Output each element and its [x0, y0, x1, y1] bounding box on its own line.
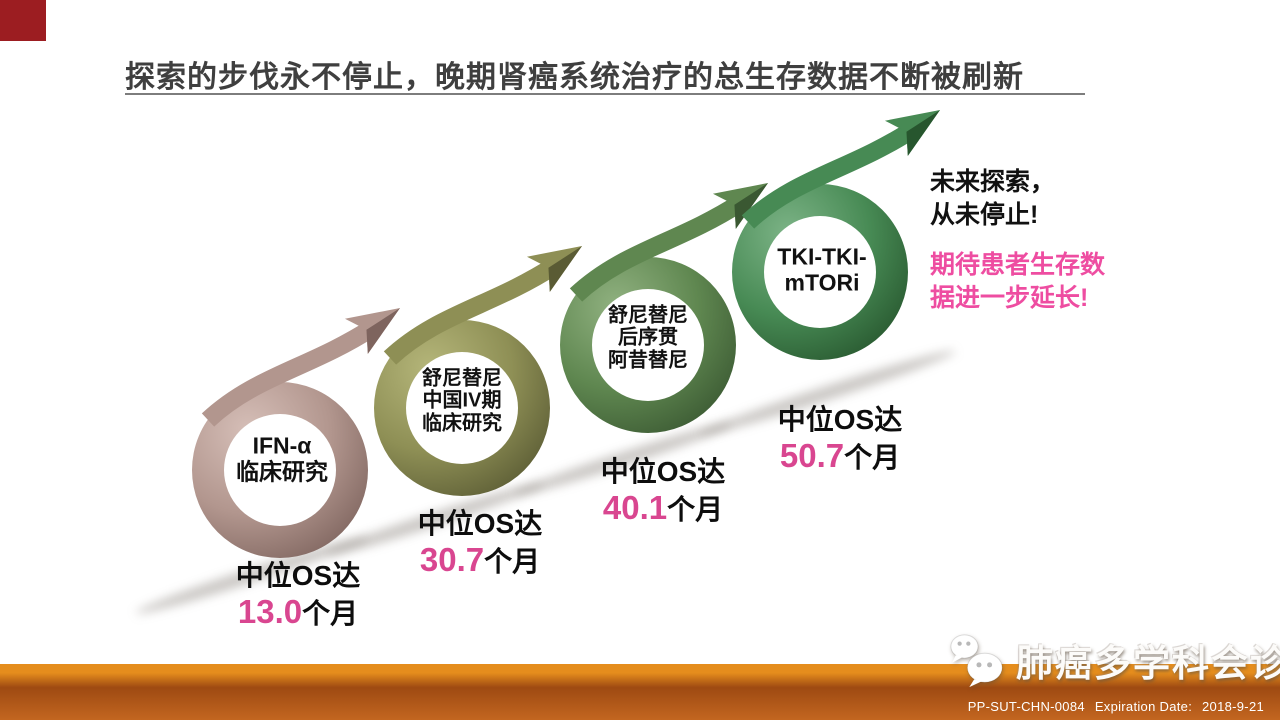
circle-label-line: 舒尼替尼 — [608, 304, 688, 327]
future-note-line: 从未停止! — [930, 201, 1039, 229]
spiral-arrow-icon — [374, 246, 582, 496]
os-value: 30.7 — [419, 541, 485, 579]
os-prefix: 中位OS达 — [600, 456, 726, 487]
circle-label-2: 舒尼替尼 中国IV期 临床研究 — [387, 367, 537, 434]
circle-label-line: mTORi — [784, 269, 860, 295]
os-value: 40.1 — [602, 489, 668, 527]
circle-label-line: 后序贯 — [618, 326, 678, 349]
milestone-spiral-1 — [160, 288, 420, 598]
circle-label-1: IFN-α 临床研究 — [207, 432, 357, 485]
expiration-date: 2018-9-21 — [1202, 699, 1264, 714]
future-note-line: 据进一步延长! — [930, 284, 1089, 312]
milestone-spiral-2 — [342, 226, 602, 536]
os-label-3: 中位OS达 40.1个月 — [548, 456, 778, 526]
slide-title: 探索的步伐永不停止，晚期肾癌系统治疗的总生存数据不断被刷新 — [125, 61, 1024, 94]
os-unit: 个月 — [844, 442, 901, 474]
os-prefix: 中位OS达 — [777, 404, 903, 435]
spiral-arrow-icon — [192, 308, 400, 558]
os-label-4: 中位OS达 50.7个月 — [725, 404, 955, 474]
title-underline — [125, 93, 1085, 95]
os-value: 50.7 — [779, 437, 845, 475]
os-unit: 个月 — [302, 598, 359, 630]
milestone-spiral-4 — [700, 90, 960, 400]
watermark-text: 肺癌多学科会诊 — [1016, 643, 1280, 684]
circle-label-line: IFN-α — [252, 432, 312, 459]
circle-label-line: 阿昔替尼 — [608, 349, 688, 372]
spiral-arrow-icon — [560, 183, 768, 433]
future-note-line: 未来探索， — [930, 168, 1056, 196]
circle-label-line: 中国IV期 — [422, 389, 502, 412]
corner-accent-mark — [0, 0, 46, 41]
circle-label-3: 舒尼替尼 后序贯 阿昔替尼 — [573, 304, 723, 371]
milestone-spiral-3 — [528, 163, 788, 473]
os-value: 13.0 — [237, 593, 303, 631]
future-note: 未来探索， 从未停止! 期待患者生存数 据进一步延长! — [930, 166, 1105, 315]
expiration-label: Expiration Date: — [1094, 699, 1193, 714]
spiral-arrow-icon — [732, 110, 940, 360]
regulatory-code: PP-SUT-CHN-0084 — [967, 699, 1085, 714]
future-note-black: 未来探索， 从未停止! — [930, 166, 1105, 232]
os-unit: 个月 — [484, 546, 541, 578]
os-prefix: 中位OS达 — [417, 508, 543, 539]
footer-bar — [0, 664, 1280, 720]
circle-label-line: 舒尼替尼 — [422, 367, 502, 390]
os-prefix: 中位OS达 — [235, 560, 361, 591]
chat-bubbles-icon — [950, 634, 1003, 688]
circle-label-line: 临床研究 — [236, 458, 328, 484]
os-label-1: 中位OS达 13.0个月 — [183, 560, 413, 630]
future-note-pink: 期待患者生存数 据进一步延长! — [930, 249, 1105, 315]
wechat-watermark: 肺癌多学科会诊 — [944, 630, 1280, 690]
circle-label-line: 临床研究 — [422, 412, 502, 435]
circle-label-line: TKI-TKI- — [777, 243, 867, 270]
os-label-2: 中位OS达 30.7个月 — [365, 508, 595, 578]
regulatory-line: PP-SUT-CHN-0084 Expiration Date: 2018-9-… — [968, 699, 1264, 714]
future-note-line: 期待患者生存数 — [930, 251, 1106, 279]
os-unit: 个月 — [667, 494, 724, 526]
circle-label-4: TKI-TKI- mTORi — [747, 243, 897, 296]
